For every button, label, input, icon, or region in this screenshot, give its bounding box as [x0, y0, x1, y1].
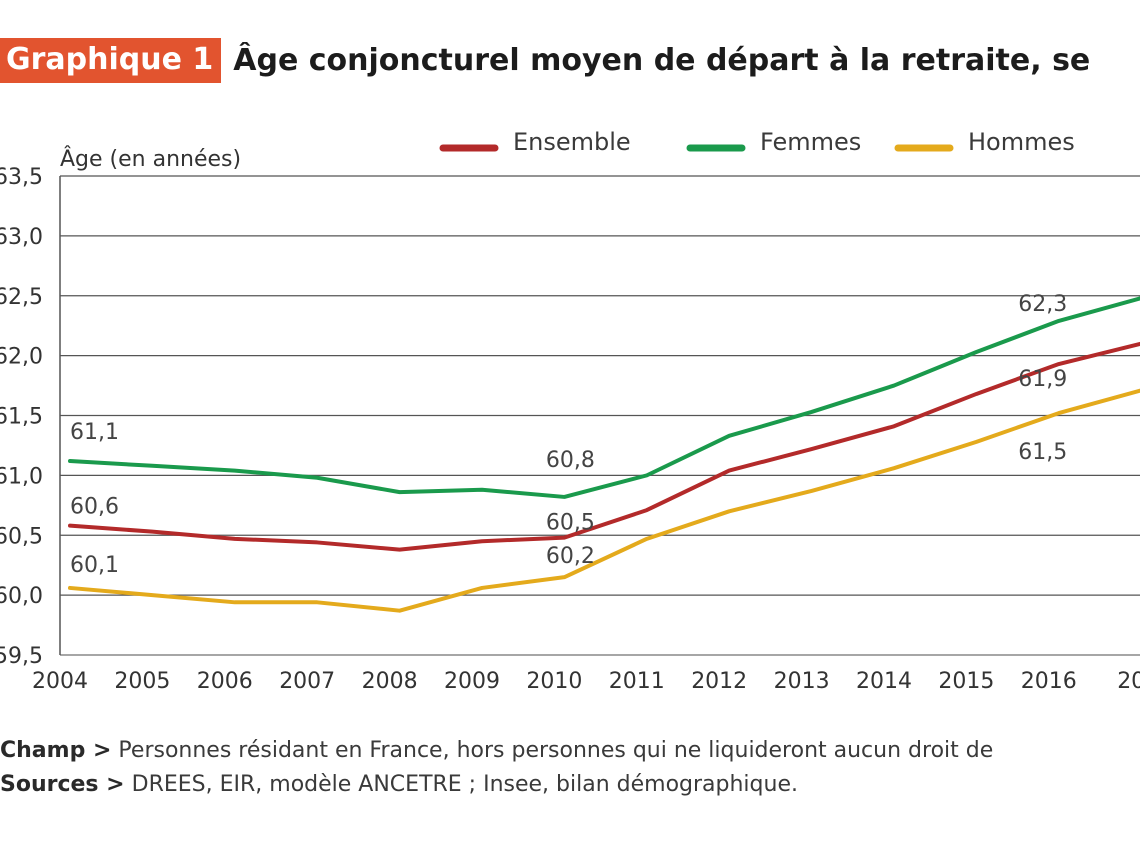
legend-label: Femmes [760, 128, 861, 156]
data-label: 61,5 [1018, 440, 1067, 465]
series-line-femmes [68, 296, 1140, 499]
x-tick-label: 2013 [774, 669, 830, 694]
line-chart: 59,5 60,0 60,5 61,0 61,5 62,0 62,5 63,0 63,5 Âge … [0, 128, 1140, 694]
chart-notes: Champ > Personnes résidant en France, ho… [0, 734, 1140, 802]
data-label: 60,8 [546, 448, 595, 473]
champ-label: Champ > [0, 738, 112, 763]
y-axis-title: Âge (en années) [60, 146, 241, 172]
series-line-hommes [68, 388, 1140, 613]
y-tick-label: 63,0 [0, 225, 43, 250]
y-tick-label: 61,5 [0, 405, 43, 430]
sources-text: DREES, EIR, modèle ANCETRE ; Insee, bila… [131, 772, 798, 797]
x-tick-label: 20 [1117, 669, 1140, 694]
y-tick-label: 60,5 [0, 524, 43, 549]
data-label: 60,6 [70, 495, 119, 520]
data-label: 61,1 [70, 420, 119, 445]
x-tick-label: 2015 [938, 669, 994, 694]
y-tick-label: 60,0 [0, 584, 43, 609]
chart-title: Âge conjoncturel moyen de départ à la re… [233, 42, 1091, 78]
champ-note: Champ > Personnes résidant en France, ho… [0, 734, 1140, 768]
x-tick-label: 2007 [279, 669, 335, 694]
y-tick-label: 59,5 [0, 644, 43, 669]
series-line-ensemble [68, 341, 1140, 552]
x-tick-label: 2012 [691, 669, 747, 694]
data-label: 60,5 [546, 511, 595, 536]
x-tick-label: 2008 [362, 669, 418, 694]
sources-label: Sources > [0, 772, 125, 797]
champ-text: Personnes résidant en France, hors perso… [118, 738, 994, 763]
y-tick-label: 62,0 [0, 345, 43, 370]
x-tick-label: 2014 [856, 669, 912, 694]
figure-badge: Graphique 1 [0, 37, 222, 83]
x-tick-label: 2016 [1021, 669, 1077, 694]
x-tick-label: 2006 [197, 669, 253, 694]
title-row: Graphique 1 Âge conjoncturel moyen de dé… [0, 36, 1090, 84]
x-tick-label: 2004 [32, 669, 88, 694]
x-tick-label: 2009 [444, 669, 500, 694]
data-label: 60,2 [546, 544, 595, 569]
legend-label: Hommes [968, 128, 1075, 156]
legend-label: Ensemble [513, 128, 631, 156]
x-tick-label: 2011 [609, 669, 665, 694]
y-tick-label: 62,5 [0, 285, 43, 310]
x-tick-label: 2005 [114, 669, 170, 694]
sources-note: Sources > DREES, EIR, modèle ANCETRE ; I… [0, 768, 1140, 802]
y-tick-label: 63,5 [0, 165, 43, 190]
data-label: 62,3 [1018, 292, 1067, 317]
x-tick-label: 2010 [526, 669, 582, 694]
data-label: 60,1 [70, 553, 119, 578]
data-label: 61,9 [1018, 367, 1067, 392]
y-tick-label: 61,0 [0, 464, 43, 489]
